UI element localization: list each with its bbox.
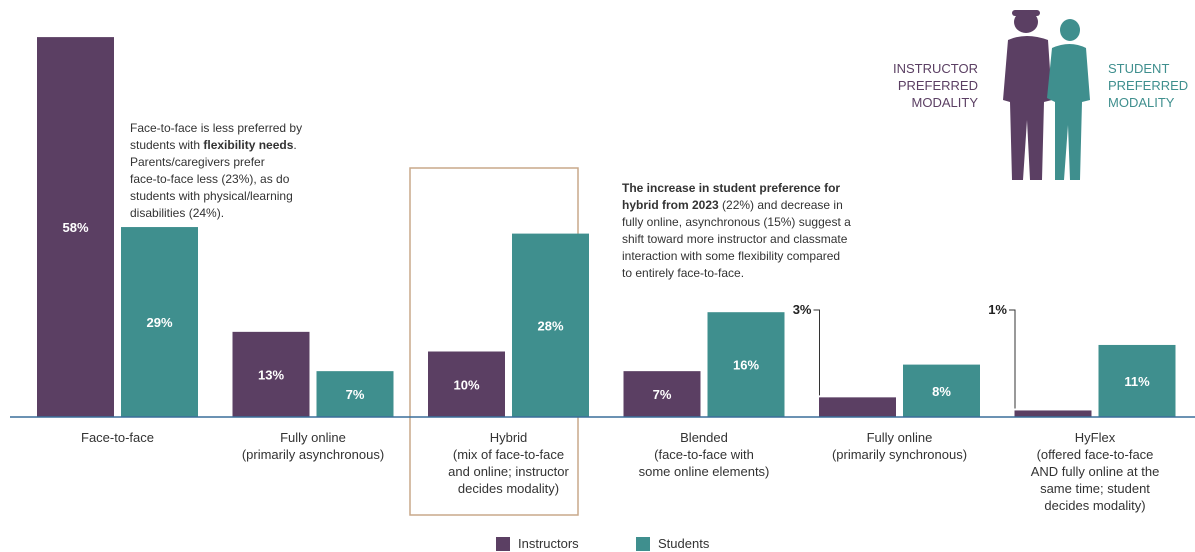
bar xyxy=(903,364,980,417)
value-label: 16% xyxy=(733,358,759,373)
value-label: 1% xyxy=(988,302,1007,317)
annotation-line: Parents/caregivers prefer xyxy=(130,155,265,169)
bar xyxy=(1098,344,1176,417)
annotation-line: interaction with some flexibility compar… xyxy=(622,249,840,263)
annotation-text: fully online, asynchronous (15%) suggest… xyxy=(622,215,851,229)
annotation-line: shift toward more instructor and classma… xyxy=(622,232,848,246)
bar xyxy=(512,233,589,417)
value-label: 13% xyxy=(258,367,284,382)
figure-label: INSTRUCTOR PREFERRED MODALITY xyxy=(893,61,978,110)
annotation-line: hybrid from 2023 (22%) and decrease in xyxy=(622,198,843,212)
figure-label: STUDENT PREFERRED MODALITY xyxy=(1108,61,1188,110)
label-leader xyxy=(1009,309,1016,409)
annotation-text: interaction with some flexibility compar… xyxy=(622,249,840,263)
annotation-line: The increase in student preference for xyxy=(622,181,840,195)
figure-label-line: MODALITY xyxy=(1108,95,1175,110)
bar xyxy=(819,397,896,417)
value-label: 11% xyxy=(1124,374,1150,389)
value-label: 29% xyxy=(146,315,172,330)
x-tick-label: Face-to-face xyxy=(81,430,154,445)
x-tick-label: Fully online (primarily asynchronous) xyxy=(241,430,385,462)
bar xyxy=(623,371,701,417)
annotation-text: students with physical/learning xyxy=(130,189,293,203)
value-label: 8% xyxy=(932,384,951,399)
figure-label-line: INSTRUCTOR xyxy=(893,61,978,76)
annotation-text: (22%) and decrease in xyxy=(719,198,843,212)
annotation-text: hybrid from 2023 xyxy=(622,198,719,212)
figure-label-line: PREFERRED xyxy=(898,78,978,93)
annotation-line: face-to-face less (23%), as do xyxy=(130,172,290,186)
x-tick-label: Blended (face-to-face with some online e… xyxy=(638,430,770,479)
annotation-line: fully online, asynchronous (15%) suggest… xyxy=(622,215,851,229)
annotation-line: to entirely face-to-face. xyxy=(622,266,744,280)
annotation-text: students with xyxy=(130,138,203,152)
value-label: 58% xyxy=(62,220,88,235)
annotation-text: Parents/caregivers prefer xyxy=(130,155,265,169)
annotation-line: disabilities (24%). xyxy=(130,206,224,220)
legend-item: Students xyxy=(636,536,709,551)
label-leader xyxy=(813,309,820,396)
bar xyxy=(1014,410,1092,417)
annotation-text: face-to-face less (23%), as do xyxy=(130,172,290,186)
value-label: 3% xyxy=(793,302,812,317)
annotation-line: Face-to-face is less preferred by xyxy=(130,121,302,135)
legend-label: Students xyxy=(658,536,710,551)
annotation-line: students with flexibility needs. xyxy=(130,138,297,152)
annotation-text: The increase in student preference for xyxy=(622,181,840,195)
value-label: 7% xyxy=(653,387,672,402)
annotation-text: shift toward more instructor and classma… xyxy=(622,232,848,246)
value-label: 7% xyxy=(346,387,365,402)
value-label: 28% xyxy=(537,318,563,333)
instructor-silhouette xyxy=(1003,10,1052,180)
legend-swatch xyxy=(496,536,510,551)
annotation-line: students with physical/learning xyxy=(130,189,293,203)
bar xyxy=(37,37,114,417)
figure-label-line: PREFERRED xyxy=(1108,78,1188,93)
bar xyxy=(232,331,310,417)
figure-label-line: STUDENT xyxy=(1108,61,1169,76)
annotation-text: flexibility needs xyxy=(203,138,293,152)
annotation-text: . xyxy=(293,138,296,152)
bar xyxy=(707,312,785,417)
legend-label: Instructors xyxy=(518,536,579,551)
x-tick-label: Hybrid (mix of face-to-face and online; … xyxy=(448,430,569,496)
bar xyxy=(316,371,394,417)
annotation-text: to entirely face-to-face. xyxy=(622,266,744,280)
figure-label-line: MODALITY xyxy=(912,95,979,110)
annotation-text: Face-to-face is less preferred by xyxy=(130,121,302,135)
legend-item: Instructors xyxy=(496,536,579,551)
student-silhouette xyxy=(1047,19,1090,180)
bar xyxy=(121,227,198,417)
annotation-text: disabilities (24%). xyxy=(130,206,224,220)
x-tick-label: HyFlex (offered face-to-face AND fully o… xyxy=(1030,430,1160,513)
legend-swatch xyxy=(636,536,650,551)
x-tick-label: Fully online (primarily synchronous) xyxy=(831,430,968,462)
bar xyxy=(428,351,505,417)
value-label: 10% xyxy=(453,377,479,392)
